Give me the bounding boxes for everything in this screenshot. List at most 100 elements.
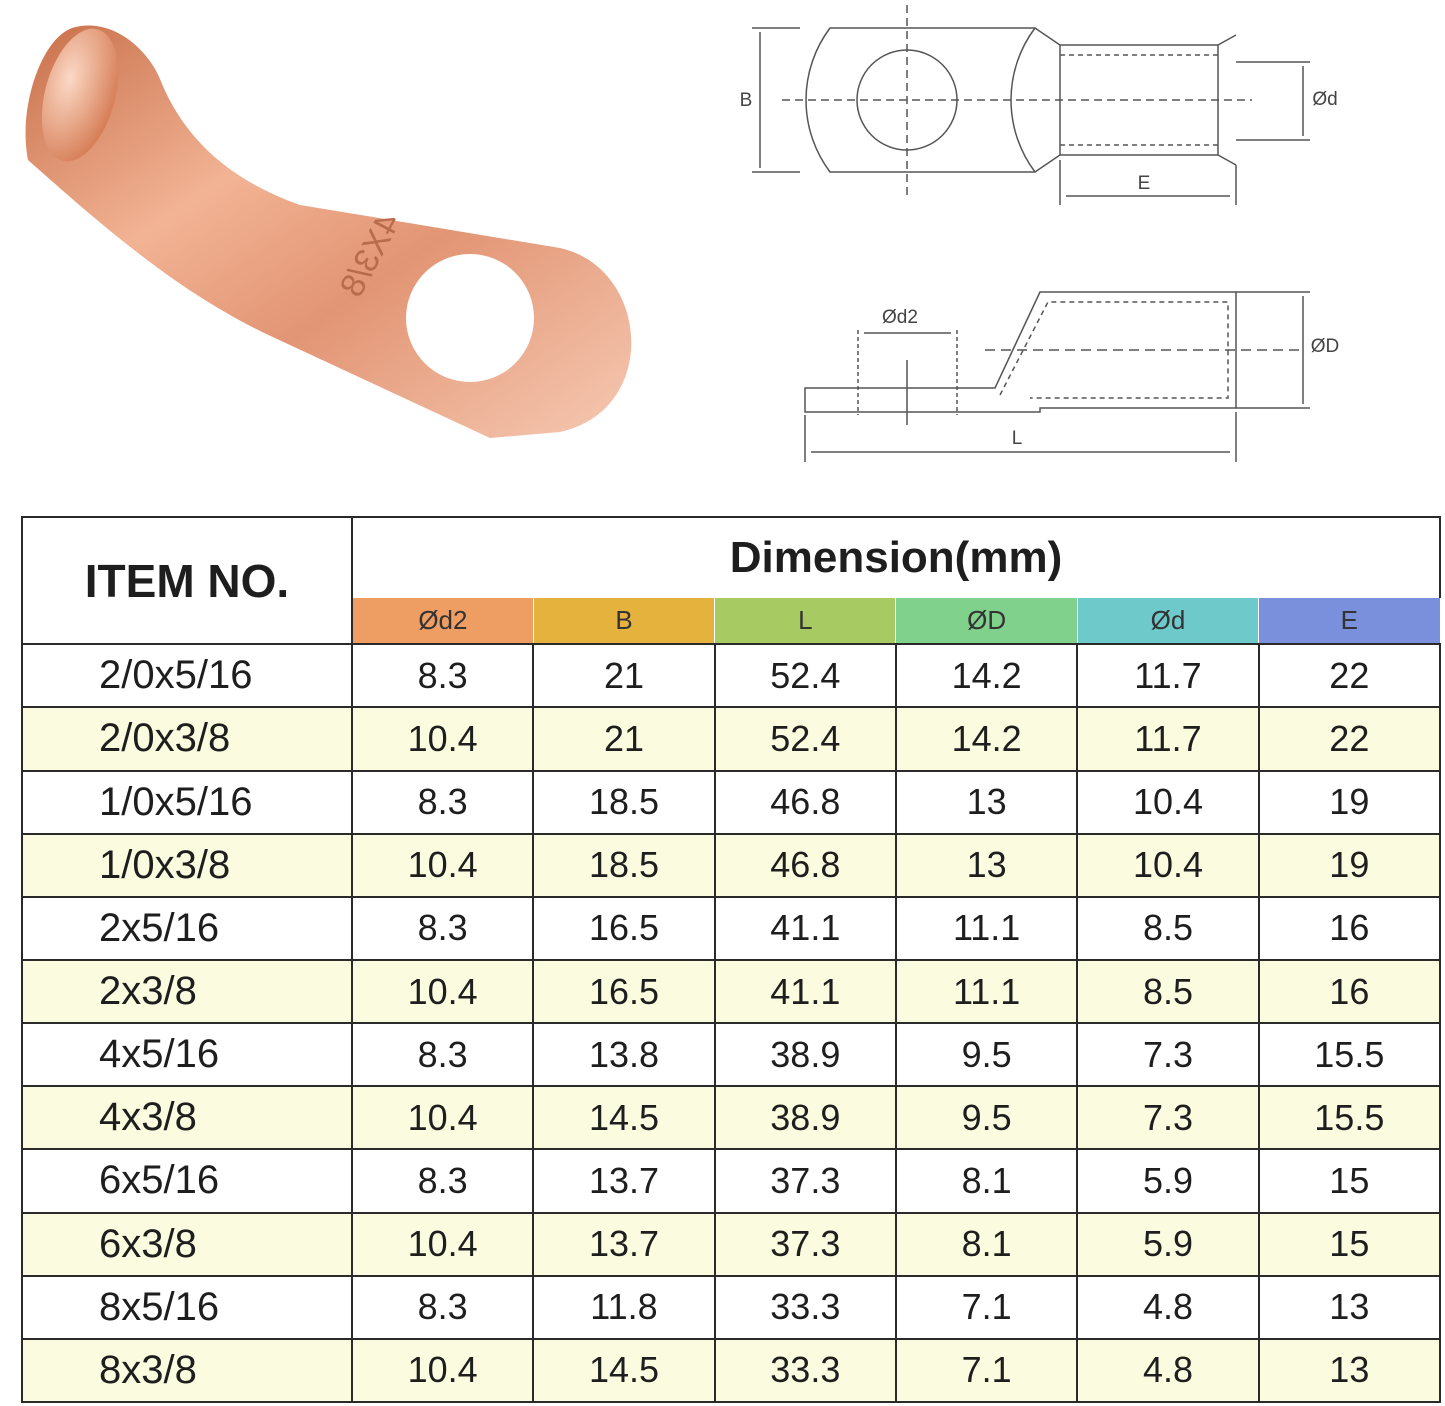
- dimension-value: 13: [894, 769, 1079, 835]
- data-row: 1/0x3/8 10.4 18.5 46.8 13 10.4 19: [21, 832, 1442, 898]
- dimension-value: 11.7: [1076, 706, 1260, 772]
- dimension-value: 8.3: [350, 895, 535, 961]
- dimension-value: 8.5: [1076, 958, 1260, 1025]
- dimension-value: 14.5: [532, 1085, 716, 1151]
- dimension-value: 10.4: [350, 1211, 535, 1277]
- dim-label: Ød: [1312, 89, 1337, 110]
- data-row: 4x3/8 10.4 14.5 38.9 9.5 7.3 15.5: [21, 1085, 1442, 1151]
- dimension-value: 10.4: [350, 706, 535, 772]
- data-row: 2/0x3/8 10.4 21 52.4 14.2 11.7 22: [21, 706, 1442, 772]
- dimension-value: 22: [1257, 706, 1442, 772]
- dimension-value: 38.9: [713, 1022, 897, 1088]
- item-no: 4x3/8: [21, 1085, 353, 1151]
- dimension-value: 52.4: [713, 643, 897, 709]
- item-no: 2/0x5/16: [21, 643, 353, 709]
- dimension-value: 10.4: [350, 958, 535, 1025]
- side-view-drawing: [804, 291, 1310, 462]
- data-row: 4x5/16 8.3 13.8 38.9 9.5 7.3 15.5: [21, 1022, 1442, 1088]
- column-header: ØD: [895, 598, 1078, 646]
- dimension-value: 8.5: [1076, 895, 1260, 961]
- dimension-value: 9.5: [894, 1085, 1079, 1151]
- item-no: 2x5/16: [21, 895, 353, 961]
- item-no: 6x5/16: [21, 1148, 353, 1214]
- data-row: 8x3/8 10.4 14.5 33.3 7.1 4.8 13: [21, 1337, 1442, 1404]
- dimension-value: 9.5: [894, 1022, 1079, 1088]
- dimension-value: 7.1: [894, 1337, 1079, 1404]
- dimension-value: 11.1: [894, 958, 1079, 1025]
- dimension-value: 38.9: [713, 1085, 897, 1151]
- dimension-value: 10.4: [1076, 832, 1260, 898]
- dimension-value: 18.5: [532, 832, 716, 898]
- dimension-value: 46.8: [713, 832, 897, 898]
- item-no: 8x5/16: [21, 1274, 353, 1340]
- dimension-value: 4.8: [1076, 1274, 1260, 1340]
- item-no: 8x3/8: [21, 1337, 353, 1404]
- dimension-value: 16.5: [532, 895, 716, 961]
- data-row: 6x3/8 10.4 13.7 37.3 8.1 5.9 15: [21, 1211, 1442, 1277]
- dimension-value: 14.5: [532, 1337, 716, 1404]
- item-no: 2x3/8: [21, 958, 353, 1025]
- dimension-value: 13.7: [532, 1148, 716, 1214]
- data-row: 1/0x5/16 8.3 18.5 46.8 13 10.4 19: [21, 769, 1442, 835]
- dimension-value: 11.7: [1076, 643, 1260, 709]
- dimension-value: 8.3: [350, 1022, 535, 1088]
- dimension-value: 15: [1257, 1148, 1442, 1214]
- dimension-value: 46.8: [713, 769, 897, 835]
- item-no: 1/0x5/16: [21, 769, 353, 835]
- dim-label: Ød2: [882, 307, 918, 328]
- dimension-value: 15.5: [1257, 1022, 1442, 1088]
- dimension-value: 41.1: [713, 895, 897, 961]
- data-row: 2x3/8 10.4 16.5 41.1 11.1 8.5 16: [21, 958, 1442, 1025]
- dimension-value: 13.7: [532, 1211, 716, 1277]
- column-header: E: [1258, 598, 1441, 646]
- dim-label: ØD: [1311, 336, 1340, 357]
- dimension-value: 21: [532, 706, 716, 772]
- item-no: 4x5/16: [21, 1022, 353, 1088]
- dimension-value: 5.9: [1076, 1211, 1260, 1277]
- dimension-value: 16: [1257, 895, 1442, 961]
- dimension-value: 37.3: [713, 1211, 897, 1277]
- dimension-value: 33.3: [713, 1337, 897, 1404]
- dimension-value: 4.8: [1076, 1337, 1260, 1404]
- illustration: 4X3/8 B Ød E Ød2 ØD L: [25, 5, 1340, 462]
- dimension-value: 10.4: [350, 832, 535, 898]
- dimension-value: 33.3: [713, 1274, 897, 1340]
- dimension-value: 8.3: [350, 1274, 535, 1340]
- dimension-value: 13.8: [532, 1022, 716, 1088]
- top-view-drawing: [752, 5, 1310, 205]
- dimension-value: 11.1: [894, 895, 1079, 961]
- dim-label: E: [1138, 173, 1151, 194]
- dimension-value: 15: [1257, 1211, 1442, 1277]
- dimension-value: 10.4: [350, 1337, 535, 1404]
- data-row: 6x5/16 8.3 13.7 37.3 8.1 5.9 15: [21, 1148, 1442, 1214]
- dimension-value: 16: [1257, 958, 1442, 1025]
- dimension-value: 41.1: [713, 958, 897, 1025]
- item-no: 2/0x3/8: [21, 706, 353, 772]
- dim-label: L: [1012, 428, 1023, 449]
- dimension-value: 19: [1257, 832, 1442, 898]
- dimension-value: 8.3: [350, 643, 535, 709]
- dimension-value: 16.5: [532, 958, 716, 1025]
- dimension-header: Dimension(mm): [351, 515, 1441, 599]
- dimension-value: 52.4: [713, 706, 897, 772]
- item-header: ITEM NO.: [21, 515, 353, 646]
- dimension-value: 22: [1257, 643, 1442, 709]
- dim-label: B: [740, 90, 753, 111]
- dimension-value: 15.5: [1257, 1085, 1442, 1151]
- dimension-value: 5.9: [1076, 1148, 1260, 1214]
- dimension-value: 13: [894, 832, 1079, 898]
- dimension-value: 14.2: [894, 706, 1079, 772]
- data-row: 2/0x5/16 8.3 21 52.4 14.2 11.7 22: [21, 643, 1442, 709]
- dimension-value: 10.4: [1076, 769, 1260, 835]
- column-header-row: Ød2 B L ØD Ød E: [22, 598, 1441, 646]
- dimension-value: 11.8: [532, 1274, 716, 1340]
- dimension-value: 7.1: [894, 1274, 1079, 1340]
- dimension-value: 19: [1257, 769, 1442, 835]
- dimension-value: 7.3: [1076, 1085, 1260, 1151]
- item-no: 6x3/8: [21, 1211, 353, 1277]
- dimension-value: 8.3: [350, 1148, 535, 1214]
- dimension-value: 7.3: [1076, 1022, 1260, 1088]
- dimension-value: 21: [532, 643, 716, 709]
- item-no: 1/0x3/8: [21, 832, 353, 898]
